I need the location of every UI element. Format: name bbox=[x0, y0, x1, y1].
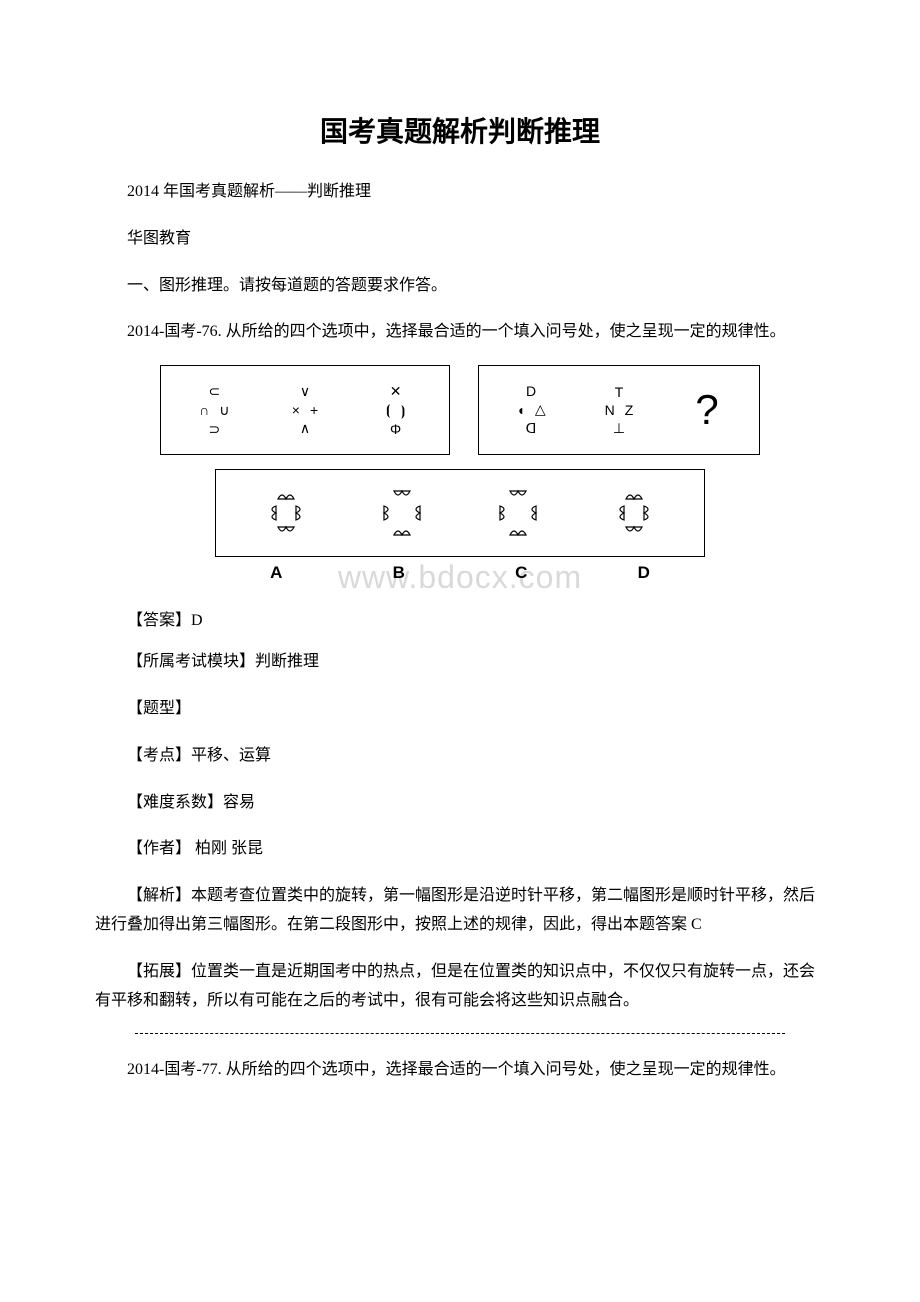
opt-d-top-icon bbox=[624, 489, 644, 501]
q76-option-d bbox=[584, 489, 684, 537]
glyph-cap: ∩ bbox=[199, 402, 209, 418]
question-mark: ? bbox=[695, 389, 718, 431]
intro-line-2: 华图教育 bbox=[95, 225, 825, 254]
opt-b-left-icon bbox=[382, 504, 394, 522]
opt-b-right-icon bbox=[410, 504, 422, 522]
q76-option-letters: A B C D bbox=[215, 563, 705, 583]
q76-figure-top-row: ⊂ ∩ ∪ ⊃ ∨ × + ∧ ✕ ⦗ ⦘ bbox=[95, 365, 825, 455]
q76-header: 2014-国考-76. 从所给的四个选项中，选择最合适的一个填入问号处，使之呈现… bbox=[95, 318, 825, 347]
intro-line-3: 一、图形推理。请按每道题的答题要求作答。 bbox=[95, 272, 825, 301]
option-letter-c: C bbox=[471, 563, 571, 583]
opt-b-bottom-icon bbox=[392, 525, 412, 537]
glyph-half-right: △ bbox=[535, 401, 546, 418]
glyph-d-rot: ᗡ bbox=[526, 420, 537, 437]
option-letter-b: B bbox=[349, 563, 449, 583]
separator bbox=[135, 1033, 785, 1034]
glyph-d-top: D bbox=[526, 383, 536, 399]
opt-d-right-icon bbox=[642, 504, 654, 522]
glyph-wedge: ∧ bbox=[300, 420, 310, 437]
q76-extension: 【拓展】位置类一直是近期国考中的热点，但是在位置类的知识点中，不仅仅只有旋转一点… bbox=[95, 958, 825, 1016]
q76-options-panel bbox=[215, 469, 705, 557]
opt-a-right-icon bbox=[294, 504, 306, 522]
opt-d-bottom-icon bbox=[624, 525, 644, 537]
intro-line-1: 2014 年国考真题解析——判断推理 bbox=[95, 178, 825, 207]
q76-answer: 【答案】D bbox=[95, 606, 825, 630]
q76-cell-qmark: ? bbox=[667, 389, 747, 431]
glyph-union: ∪ bbox=[219, 402, 229, 419]
glyph-times: × bbox=[292, 402, 300, 418]
q76-meta-module: 【所属考试模块】判断推理 bbox=[95, 648, 825, 677]
glyph-plus: + bbox=[310, 402, 318, 418]
opt-b-top-icon bbox=[392, 489, 412, 501]
q76-cell-1: ⊂ ∩ ∪ ⊃ bbox=[174, 383, 254, 438]
q76-figure: ⊂ ∩ ∪ ⊃ ∨ × + ∧ ✕ ⦗ ⦘ bbox=[95, 365, 825, 596]
glyph-x-overlap: ✕ bbox=[390, 383, 402, 400]
q76-meta-point: 【考点】平移、运算 bbox=[95, 742, 825, 771]
opt-c-top-icon bbox=[508, 489, 528, 501]
page-title: 国考真题解析判断推理 bbox=[95, 110, 825, 150]
q77-header: 2014-国考-77. 从所给的四个选项中，选择最合适的一个填入问号处，使之呈现… bbox=[95, 1056, 825, 1085]
glyph-angle-left: ⦗ bbox=[386, 402, 391, 419]
q76-option-a bbox=[236, 489, 336, 537]
glyph-sup: ⊃ bbox=[208, 421, 220, 438]
glyph-perp: ⊥ bbox=[613, 420, 625, 437]
opt-c-bottom-icon bbox=[508, 525, 528, 537]
q76-option-c bbox=[468, 489, 568, 537]
option-letter-d: D bbox=[594, 563, 694, 583]
glyph-n: N bbox=[605, 402, 615, 418]
opt-d-left-icon bbox=[614, 504, 626, 522]
q76-cell-3: ✕ ⦗ ⦘ Φ bbox=[356, 383, 436, 437]
glyph-vee: ∨ bbox=[300, 383, 310, 400]
q76-meta-type: 【题型】 bbox=[95, 695, 825, 724]
q76-meta-author: 【作者】 柏刚 张昆 bbox=[95, 835, 825, 864]
q76-panel-right: D ◖ △ ᗡ T N Z ⊥ ? bbox=[478, 365, 760, 455]
glyph-tee: T bbox=[615, 384, 624, 400]
opt-c-right-icon bbox=[526, 504, 538, 522]
q76-meta-difficulty: 【难度系数】容易 bbox=[95, 789, 825, 818]
option-letter-a: A bbox=[226, 563, 326, 583]
q76-cell-4: D ◖ △ ᗡ bbox=[491, 383, 571, 437]
opt-a-left-icon bbox=[266, 504, 278, 522]
opt-c-left-icon bbox=[498, 504, 510, 522]
q76-option-b bbox=[352, 489, 452, 537]
glyph-z: Z bbox=[625, 402, 634, 418]
glyph-phi: Φ bbox=[390, 421, 401, 437]
q76-cell-2: ∨ × + ∧ bbox=[265, 383, 345, 437]
q76-analysis: 【解析】本题考查位置类中的旋转，第一幅图形是沿逆时针平移，第二幅图形是顺时针平移… bbox=[95, 882, 825, 940]
q76-panel-left: ⊂ ∩ ∪ ⊃ ∨ × + ∧ ✕ ⦗ ⦘ bbox=[160, 365, 450, 455]
glyph-angle-right: ⦘ bbox=[401, 402, 406, 419]
glyph-half-left: ◖ bbox=[516, 402, 524, 418]
q76-cell-5: T N Z ⊥ bbox=[579, 384, 659, 437]
opt-a-bottom-icon bbox=[276, 525, 296, 537]
opt-a-top-icon bbox=[276, 489, 296, 501]
glyph-cup: ⊂ bbox=[208, 383, 220, 400]
